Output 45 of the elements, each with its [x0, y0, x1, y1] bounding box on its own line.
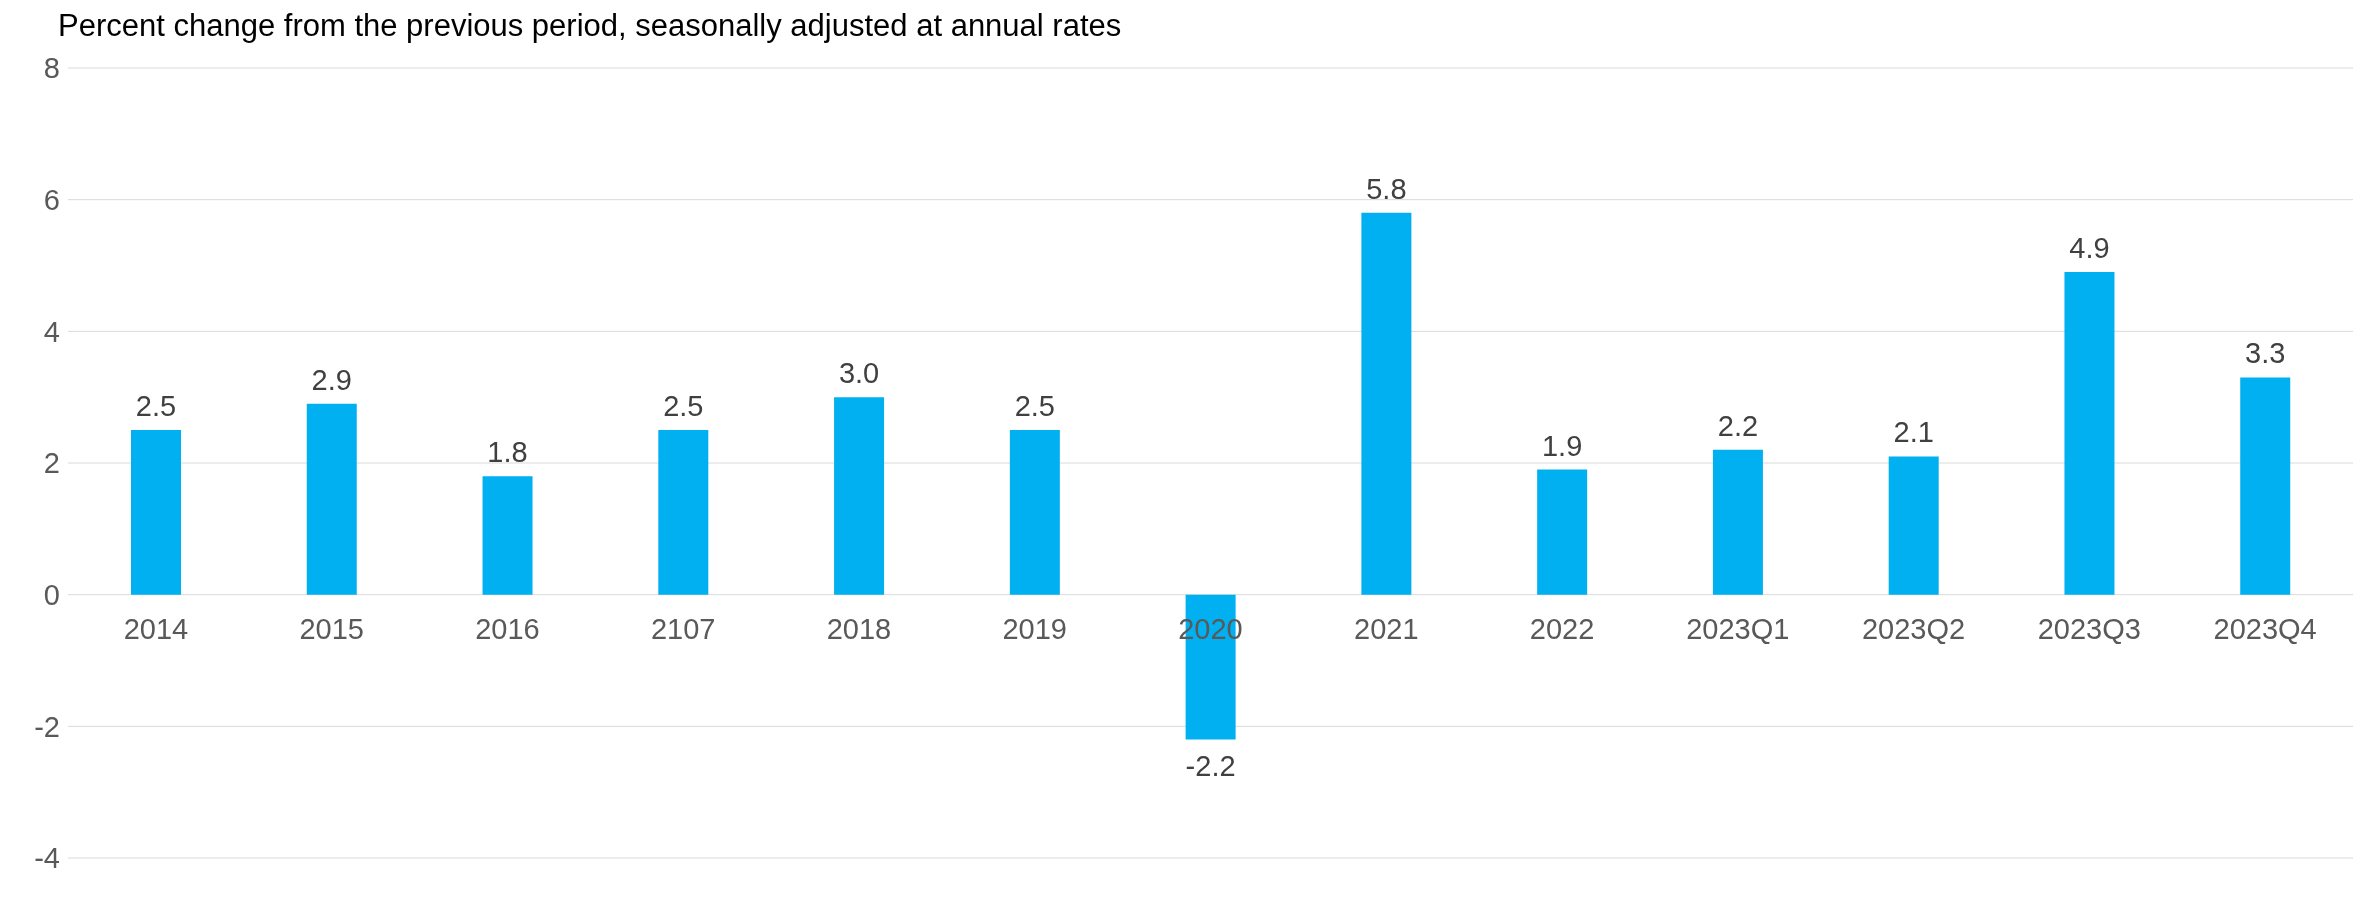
data-label: -2.2: [1185, 749, 1236, 782]
x-tick-label: 2016: [475, 612, 540, 645]
data-label: 5.8: [1366, 172, 1407, 205]
bar: [1888, 456, 1939, 595]
y-tick-label: -4: [34, 842, 60, 875]
bar: [2240, 377, 2291, 595]
y-tick-label: 8: [43, 52, 60, 85]
x-tick-label: 2023Q2: [1861, 612, 1966, 645]
x-tick-label: 2023Q1: [1686, 612, 1790, 645]
bar: [482, 476, 533, 595]
y-tick-label: 2: [43, 447, 60, 480]
data-label: 2.5: [135, 390, 177, 423]
y-tick-label: 6: [43, 183, 60, 216]
x-tick-label: 2019: [1002, 612, 1067, 645]
data-label: 2.1: [1893, 416, 1934, 449]
bar: [2064, 272, 2115, 595]
bar: [131, 430, 181, 595]
bar: [306, 403, 357, 595]
bar: [658, 430, 709, 595]
bar: [834, 397, 885, 595]
y-tick-label: -2: [34, 710, 60, 743]
x-tick-label: 2015: [299, 612, 364, 645]
data-label: 4.9: [2069, 232, 2110, 265]
data-label: 1.8: [487, 436, 528, 469]
x-tick-label: 2014: [123, 612, 189, 645]
data-label: 3.3: [2245, 337, 2286, 370]
data-label: 1.9: [1541, 429, 1583, 462]
x-tick-label: 2023Q3: [2037, 612, 2141, 645]
bar: [1712, 449, 1763, 595]
bar: [1537, 469, 1588, 595]
data-label: 2.5: [1014, 390, 1056, 423]
data-label: 2.2: [1717, 409, 1759, 442]
x-tick-label: 2021: [1354, 612, 1419, 645]
data-label: 2.9: [311, 363, 352, 396]
x-tick-label: 2107: [650, 612, 716, 645]
y-tick-label: 0: [43, 578, 60, 611]
x-tick-label: 2023Q4: [2213, 612, 2317, 645]
x-tick-label: 2018: [826, 612, 892, 645]
x-tick-label: 2022: [1529, 612, 1595, 645]
data-label: 2.5: [663, 390, 704, 423]
y-tick-label: 4: [43, 315, 60, 348]
bar: [1009, 430, 1060, 595]
data-label: 3.0: [838, 357, 880, 390]
bar: [1361, 212, 1412, 595]
chart-title: Percent change from the previous period, seasonally adjusted at annual rates: [58, 8, 1123, 45]
